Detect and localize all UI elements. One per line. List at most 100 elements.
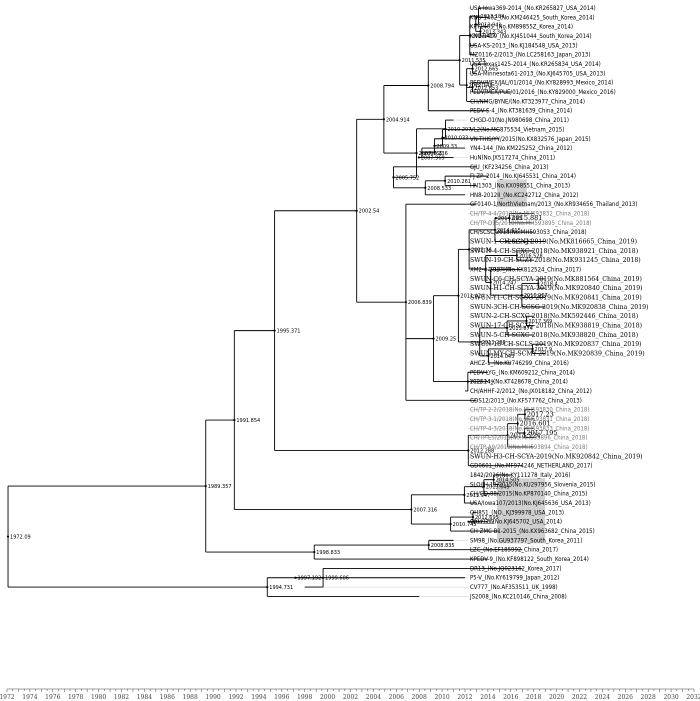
node-age-label: 2011.424 <box>460 294 484 300</box>
axis-tick-label: 1998 <box>297 694 312 701</box>
axis-tick-label: 1988 <box>183 694 198 701</box>
node-labels: 1972.09 1994.731 1997.192 1999.606 1989.357 1… <box>10 14 558 591</box>
node-age-label: 2008.533 <box>427 186 451 192</box>
node-age-label: 2007.316 <box>413 507 437 513</box>
axis-tick-label: 1978 <box>68 694 83 701</box>
node-dot <box>433 144 436 147</box>
node-age-label: 2005.752 <box>395 175 419 181</box>
node-age-label: 1994.731 <box>269 585 293 591</box>
tip-label: GJU_(KF234256_China_2013) <box>470 164 548 171</box>
node-dot <box>471 86 474 89</box>
node-age-label: 2012.941 <box>478 22 502 28</box>
node-dot <box>458 59 461 62</box>
node-dot <box>463 493 466 496</box>
tip-label: P5-V_(No.KY619799_Japan_2012) <box>470 575 559 582</box>
tip-label: VN-THIS/YY/2015(No.KX832576_Japan_2015) <box>470 136 591 143</box>
node-age-label: 2008.794 <box>430 83 454 89</box>
node-dot <box>508 217 511 220</box>
node-dot <box>273 329 276 332</box>
node-age-label: 2013.184 <box>481 14 505 20</box>
node-age-label: 2012.36 <box>471 247 492 253</box>
tip-label: SWUN-17-CH-SCXC-2018(No.MK938819_China_2… <box>470 323 642 330</box>
tip-label: PEDV/MEX/PUE/01/2016_(No.KY829000_Mexico… <box>470 89 616 96</box>
tip-label: XM2-4-2017_(No.KX812524_China_2017) <box>470 267 581 274</box>
node-dot <box>467 449 470 452</box>
node-dot <box>523 431 526 435</box>
node-dot <box>531 347 534 351</box>
tip-label: USA-KS-2013_(No.KJ184548_USA_2013) <box>470 42 578 49</box>
tip-label: HN1303_(No.KX098551_China_2013) <box>470 182 570 189</box>
node-dot <box>410 508 413 511</box>
node-dot <box>537 282 540 285</box>
axis-tick-label: 1976 <box>45 694 60 701</box>
axis-tick-label: 2010 <box>434 694 449 701</box>
tip-label: YC2014_(No.KT428678_China_2014) <box>469 379 568 386</box>
tip-label: CH/TP-4-4/2018(No.MH593832_China_2018) <box>470 210 589 217</box>
node-age-label: 2008.236 <box>424 151 448 157</box>
tip-label: SWUN-MY-CH-SCMY-2019(No.MK920839_China_2… <box>470 351 645 358</box>
tip-label: KNU-1409_(No.KJ451044_South_Korea_2014) <box>470 33 592 40</box>
tip-label: SWUN-H3-CH-SCYA-2019(No.MK920842_China_2… <box>470 453 643 460</box>
tip-label: OH851_(NO._KJ399978_USA_2013) <box>470 509 564 516</box>
node-age-label: 1997.192 <box>297 576 321 582</box>
node-dot <box>321 576 325 579</box>
tip-label: CV777_(No.AF353511_UK_1998) <box>470 584 558 591</box>
tip-label: SWUN-18-CH-SCLS-2019(No.MK920837_China_2… <box>470 341 642 348</box>
tip-label: CH/TP-A9/2018(No.MH593894_China_2018) <box>470 444 588 451</box>
tip-label: PEDV/MEX/JAL/01/2014_(No.KY828993_Mexico… <box>470 80 613 87</box>
node-dot <box>465 83 468 87</box>
axis-tick-label: 2028 <box>641 694 656 701</box>
node-age-label: 2007.969 <box>421 155 445 161</box>
tip-label: CH/TP-2-2/2018(No.MH593830_China_2018) <box>470 407 589 414</box>
node-age-label: 2014.247 <box>493 280 517 286</box>
node-dot <box>478 340 481 344</box>
node-dot <box>204 484 207 488</box>
tip-label: KPY1405_(No.KM89855Z_Korea_2014) <box>470 24 573 31</box>
node-age-label: 1999.606 <box>325 576 349 582</box>
node-dot <box>427 84 430 87</box>
node-age-label: 2013.807 <box>488 267 512 273</box>
node-dot <box>520 294 523 297</box>
tip-label: SWUN-Y1-CH-SCSG-2019(No.MK920841_China_2… <box>470 295 642 302</box>
node-age-label: 2017.195 <box>526 429 557 437</box>
tip-label: FJ-ZP_2014_(No.KJ645531_China_2014) <box>470 173 576 180</box>
axis-tick-label: 2006 <box>389 694 404 701</box>
highlight-box <box>497 478 546 544</box>
node-age-label: 2015.627 <box>509 240 533 246</box>
node-age-label: 2012.249 <box>470 380 494 386</box>
node-age-label: 2012.312 <box>471 520 495 526</box>
node-age-label: 1989.357 <box>208 484 232 490</box>
node-age-label: 2015.674 <box>509 326 533 332</box>
tip-label: CH/GD-88/2015(No.KP870140_China_2015) <box>470 491 587 498</box>
node-age-label: 2012.288 <box>470 448 494 454</box>
tip-label: SWUN-3CH-CH-SCSG-2019(No.MK920838_China_… <box>470 304 649 311</box>
node-age-label: 2009.33 <box>436 144 457 150</box>
tip-label: HuN(No.JX517274_China_2011) <box>470 154 555 161</box>
axis-tick-label: 2018 <box>526 694 541 701</box>
node-age-label: 1995.371 <box>277 329 301 335</box>
axis-tick-label: 2014 <box>480 694 495 701</box>
node-dot <box>494 217 497 220</box>
node-dot <box>471 67 474 70</box>
tip-label: USA/Iowa107/2013(No.KJ645636_USA_2013) <box>470 500 591 507</box>
node-dot <box>466 380 469 383</box>
node-age-label: 2012.417 <box>472 33 496 39</box>
node-dot <box>468 248 471 251</box>
axis-tick-label: 2032 <box>686 694 700 701</box>
tip-label: SWUN-4-CH-SCXC-2018(No.MK938921_China_20… <box>470 248 638 255</box>
tip-label: CH/SCSC/2018(No.MH593053_China_2018) <box>470 229 587 236</box>
branches <box>6 7 546 597</box>
node-age-label: 2006.839 <box>408 300 432 306</box>
node-age-label: 2010.297 <box>448 127 472 133</box>
tip-label: CH/TP-D15/2018(No.MH593895_China_2018) <box>470 220 592 227</box>
tip-label: AHCZ-1_(No.KU746299_China_2016) <box>470 360 569 367</box>
tip-label: KPEDV-9_(No.KF898122_South_Korea_2014) <box>470 556 589 563</box>
axis-tick-label: 1980 <box>91 694 106 701</box>
node-dot <box>477 15 480 18</box>
axis-tick-label: 1984 <box>137 694 152 701</box>
axis-tick-label: 1982 <box>114 694 129 701</box>
tip-label: CH/TP-4-3/2018(No.MH593833_China_2018) <box>470 425 589 432</box>
time-axis: 1972 1974 1976 1978 1980 1982 1984 1986 1988 1990… <box>0 688 700 701</box>
node-age-label: 2017.369 <box>528 319 552 325</box>
node-age-label: 1972.09 <box>10 535 31 541</box>
